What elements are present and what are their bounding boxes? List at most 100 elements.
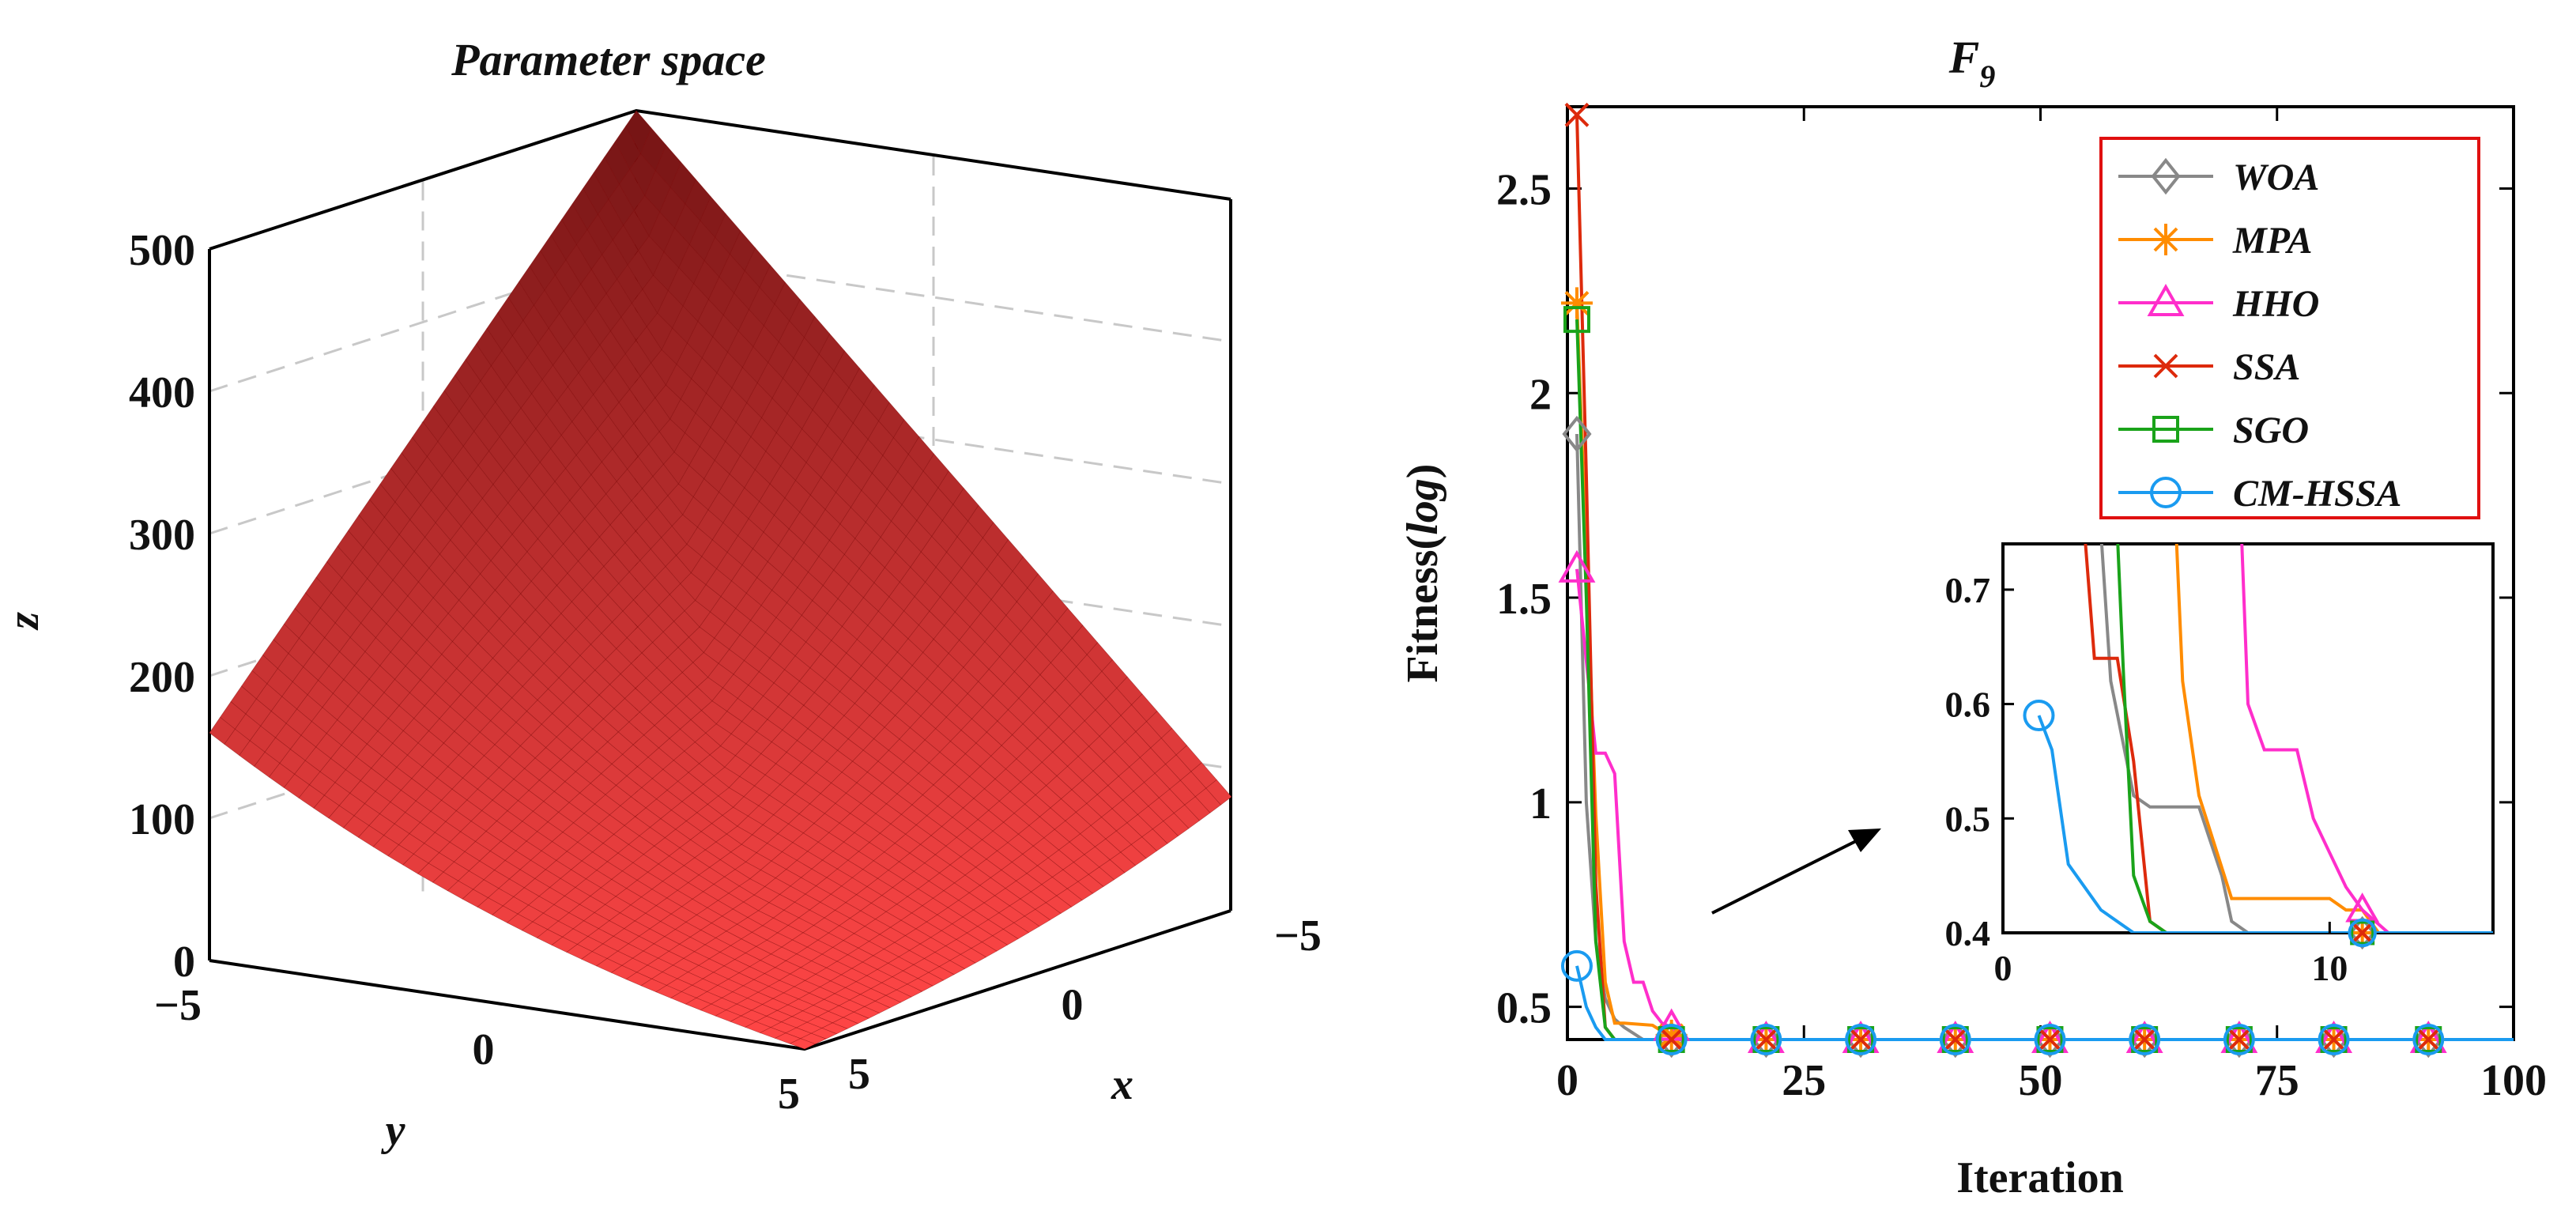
series-marker bbox=[1943, 1027, 1968, 1052]
series-marker bbox=[1655, 1024, 1688, 1055]
series-marker bbox=[2036, 1026, 2064, 1053]
series-marker bbox=[2321, 1027, 2346, 1052]
y-tick-label: 0 bbox=[473, 1025, 495, 1074]
series-marker bbox=[1750, 1024, 1782, 1055]
x-tick-label: −5 bbox=[1274, 911, 1322, 960]
legend-label-hho: HHO bbox=[2232, 283, 2319, 325]
y-tick-label: 1.5 bbox=[1496, 575, 1552, 624]
surface-z-label: z bbox=[0, 612, 48, 631]
y-tick-label: 1 bbox=[1529, 779, 1552, 828]
surface-x-label: x bbox=[1111, 1060, 1133, 1109]
series-marker bbox=[1558, 549, 1596, 583]
surface-patch bbox=[209, 716, 236, 745]
series-marker bbox=[1939, 1024, 1971, 1055]
series-marker bbox=[2415, 1026, 2442, 1053]
series-marker bbox=[1560, 287, 1593, 319]
convergence-plot: F9 0.511.522.5 0 25 50 75 100 Fitness(log) I… bbox=[1398, 32, 2547, 1202]
legend: WOA MPA HHO SSA SGO CM-HSSA bbox=[2099, 137, 2480, 519]
y-label-prefix: Fitness( bbox=[1398, 535, 1447, 683]
legend-items: WOA MPA HHO SSA SGO CM-HSSA bbox=[2118, 157, 2401, 515]
x-tick-label: 25 bbox=[1782, 1056, 1826, 1105]
series-marker bbox=[1560, 949, 1593, 982]
x-tick-label: 100 bbox=[2480, 1056, 2547, 1105]
legend-label-woa: WOA bbox=[2233, 157, 2319, 198]
legend-box bbox=[2099, 137, 2480, 519]
series-marker bbox=[2147, 283, 2185, 316]
z-tick-label: 200 bbox=[129, 653, 195, 702]
series-marker bbox=[2034, 1024, 2066, 1055]
series-marker bbox=[1564, 102, 1590, 127]
x-tick-label: 75 bbox=[2255, 1056, 2299, 1105]
series-marker bbox=[2131, 1026, 2159, 1053]
series-marker bbox=[1941, 1026, 1969, 1053]
series-marker bbox=[2132, 1027, 2157, 1052]
series-marker bbox=[1655, 1019, 1688, 1051]
y-tick-label: 5 bbox=[778, 1070, 800, 1119]
convergence-y-label: Fitness(log) bbox=[1398, 464, 1447, 683]
series-marker bbox=[2153, 353, 2178, 379]
series-marker bbox=[2223, 1024, 2255, 1055]
series-marker bbox=[1563, 306, 1590, 334]
series-marker bbox=[1562, 415, 1592, 453]
series-marker bbox=[2320, 1026, 2348, 1053]
series-marker bbox=[2151, 157, 2181, 195]
y-tick-label: −5 bbox=[154, 981, 202, 1030]
z-tick-label: 400 bbox=[129, 368, 195, 417]
inset-y-tick-label: 0.6 bbox=[1945, 685, 1991, 725]
z-tick-label: 100 bbox=[129, 795, 195, 844]
x-tick-label: 0 bbox=[1556, 1056, 1578, 1105]
series-marker bbox=[2150, 224, 2182, 255]
series-marker bbox=[2038, 1027, 2062, 1052]
inset-x-tick-label: 0 bbox=[1994, 948, 2012, 988]
legend-label-cm-hssa: CM-HSSA bbox=[2233, 473, 2401, 515]
y-tick-label: 2.5 bbox=[1496, 166, 1552, 215]
x-tick-label: 5 bbox=[848, 1050, 870, 1099]
z-tick-label: 500 bbox=[129, 226, 195, 275]
series-marker bbox=[2350, 920, 2375, 945]
convergence-title-subscript: 9 bbox=[1979, 58, 1995, 94]
y-tick-label: 2 bbox=[1529, 370, 1552, 419]
zoom-inset: 0.4 0.5 0.6 0.7 0 10 bbox=[1945, 542, 2495, 988]
surface-y-label: y bbox=[381, 1106, 406, 1155]
inset-y-tick-label: 0.5 bbox=[1945, 798, 1991, 839]
convergence-x-ticks: 0 25 50 75 100 bbox=[1556, 107, 2547, 1105]
series-marker bbox=[1753, 1027, 1778, 1052]
convergence-title: F9 bbox=[1948, 32, 1996, 94]
zoom-arrow bbox=[1711, 828, 1881, 915]
inset-ticks: 0.4 0.5 0.6 0.7 0 10 bbox=[1945, 570, 2348, 988]
inset-line-cm-hssa bbox=[2037, 715, 2493, 933]
legend-label-mpa: MPA bbox=[2232, 220, 2312, 262]
x-tick-label: 0 bbox=[1062, 981, 1084, 1030]
series-marker bbox=[1752, 1026, 1780, 1053]
surface-plot: Parameter space 0100200300400500−505−505… bbox=[0, 34, 1322, 1155]
inset-markers bbox=[2023, 700, 2380, 950]
convergence-markers bbox=[1558, 102, 2447, 1059]
convergence-x-label: Iteration bbox=[1956, 1153, 2124, 1202]
y-tick-label: 0.5 bbox=[1496, 984, 1552, 1033]
legend-label-ssa: SSA bbox=[2233, 346, 2300, 388]
series-marker bbox=[1845, 1024, 1877, 1055]
series-marker bbox=[2023, 700, 2055, 732]
series-marker bbox=[2152, 416, 2179, 443]
z-tick-label: 0 bbox=[173, 938, 195, 987]
series-marker bbox=[2318, 1024, 2350, 1055]
inset-line-woa bbox=[2099, 544, 2493, 933]
z-tick-label: 300 bbox=[129, 511, 195, 560]
series-marker bbox=[2351, 921, 2374, 945]
series-line-cm-hssa bbox=[1575, 965, 2514, 1041]
series-marker bbox=[2348, 918, 2377, 948]
series-marker bbox=[1847, 1026, 1875, 1053]
y-label-italic: log bbox=[1398, 478, 1447, 535]
series-marker bbox=[1848, 1027, 1873, 1052]
inset-background bbox=[2001, 542, 2495, 934]
inset-x-tick-label: 10 bbox=[2311, 948, 2348, 988]
series-marker bbox=[2412, 1024, 2445, 1055]
inset-y-tick-label: 0.7 bbox=[1945, 570, 1991, 610]
series-marker bbox=[2150, 477, 2182, 508]
inset-line-sgo bbox=[2116, 544, 2493, 933]
legend-label-sgo: SGO bbox=[2233, 409, 2309, 451]
series-line-hho bbox=[1575, 568, 2514, 1041]
series-marker bbox=[2129, 1024, 2161, 1055]
